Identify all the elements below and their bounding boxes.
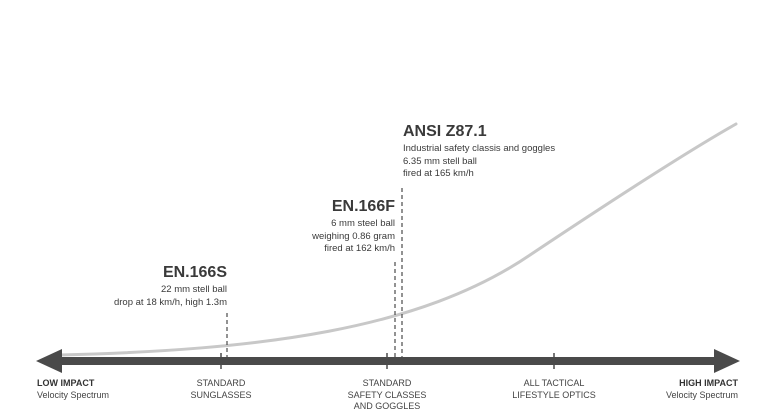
standard-ansi-description: Industrial safety classis and goggles 6.… [403, 143, 555, 181]
standard-en166s-line: drop at 18 km/h, high 1.3m [113, 296, 227, 308]
standard-en166f-line: fired at 162 km/h [324, 243, 395, 254]
standard-en166f-line: 6 mm steel ball [331, 218, 395, 229]
standard-ansi-title: ANSI Z87.1 [403, 123, 487, 140]
spectrum-axis-bar [56, 357, 722, 365]
category-line: STANDARD [196, 378, 246, 388]
category-line: SAFETY CLASSES [347, 389, 427, 400]
high-impact-label: HIGH IMPACT Velocity Spectrum [666, 378, 738, 401]
category-line: AND GOGGLES [353, 401, 421, 411]
low-impact-label: LOW IMPACT Velocity Spectrum [37, 378, 109, 401]
high-impact-title: HIGH IMPACT [679, 378, 738, 388]
standard-en166s-title: EN.166S [162, 264, 227, 281]
standard-en166s-description: 22 mm stell ball drop at 18 km/h, high 1… [114, 284, 227, 309]
high-impact-subtitle: Velocity Spectrum [665, 389, 738, 400]
standard-en166f-description: 6 mm steel ball weighing 0.86 gram fired… [312, 218, 395, 256]
category-line: SUNGLASSES [190, 389, 252, 400]
standard-en166f-line: weighing 0.86 gram [312, 230, 395, 242]
category-standard-sunglasses: STANDARD SUNGLASSES [190, 378, 251, 401]
right-arrow-head [714, 349, 740, 373]
category-line: STANDARD [362, 378, 412, 388]
category-standard-safety: STANDARD SAFETY CLASSES AND GOGGLES [348, 378, 427, 413]
low-impact-title: LOW IMPACT [37, 378, 95, 388]
standard-en166s-line: 22 mm stell ball [161, 284, 227, 295]
left-arrow-head [36, 349, 62, 373]
low-impact-subtitle: Velocity Spectrum [37, 389, 110, 400]
velocity-curve [58, 122, 738, 357]
category-line: LIFESTYLE OPTICS [512, 389, 596, 400]
standard-ansi-line: Industrial safety classis and goggles [403, 143, 556, 154]
standard-en166f-title: EN.166F [331, 198, 395, 215]
standard-ansi-line: fired at 165 km/h [403, 168, 474, 179]
category-line: ALL TACTICAL [523, 378, 585, 388]
standard-ansi-line: 6.35 mm stell ball [403, 155, 477, 167]
category-tactical-lifestyle: ALL TACTICAL LIFESTYLE OPTICS [512, 378, 596, 401]
